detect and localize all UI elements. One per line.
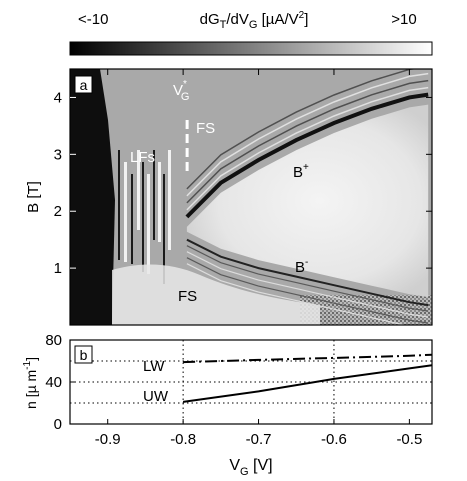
fringe-line [186, 251, 429, 318]
colorbar-min-label: <-10 [78, 11, 108, 28]
x-tick-label: -0.5 [396, 431, 422, 448]
lf-streak [124, 162, 127, 262]
lf-streak [168, 150, 171, 250]
colorbar-max-label: >10 [391, 11, 416, 28]
series-uw-line [182, 364, 432, 403]
fringe-line [186, 257, 429, 324]
lf-streak [142, 162, 144, 272]
fringe-line [186, 86, 429, 211]
x-tick-label: -0.7 [246, 431, 272, 448]
heatmap-image [70, 69, 432, 325]
lf-streak [163, 174, 165, 284]
panel-a-label: a [80, 77, 88, 93]
y-tick-label: 3 [54, 146, 62, 163]
b-plus-label: B+ [293, 162, 309, 181]
series-uw-label: UW [143, 388, 169, 405]
x-tick-label: -0.9 [95, 431, 121, 448]
panel-a-label-box [74, 75, 93, 94]
fs-lower-label: FS [178, 288, 197, 305]
colorbar-title: dGT/dVG [µA/V2] [200, 10, 309, 31]
y-tick-label: 80 [45, 332, 62, 349]
series-lw-label: LW [143, 358, 165, 375]
panel-b-label-box [74, 345, 93, 364]
panel-b-x-axis: -0.9 -0.8 -0.7 -0.6 -0.5 [95, 419, 422, 448]
lf-streak [131, 174, 133, 264]
colorbar: <-10 >10 dGT/dVG [µA/V2] [69, 10, 433, 56]
fringe-line [186, 69, 418, 190]
b-plus-curve [185, 92, 429, 219]
fringe-line [186, 79, 429, 204]
series-lw-line [183, 353, 432, 364]
fs-upper-label: FS [196, 120, 215, 137]
lfs-label: LFs [130, 149, 155, 166]
colorbar-gradient [69, 41, 433, 56]
lf-streak [158, 162, 161, 242]
fringe-line [186, 72, 429, 197]
lf-streak [118, 150, 120, 260]
panel-a-y-axis: 1 2 3 4 [54, 69, 432, 277]
panel-a-ylabel: B [T] [25, 181, 42, 213]
vg-star-label: V* G [173, 79, 189, 103]
y-tick-label: 0 [54, 416, 62, 433]
panel-b-label: b [80, 347, 88, 363]
y-tick-label: 4 [54, 89, 62, 106]
y-tick-label: 1 [54, 260, 62, 277]
fringe-line [186, 245, 429, 312]
b-minus-curve [186, 238, 429, 307]
fringe-lines [186, 69, 429, 325]
b-minus-label: B- [295, 257, 308, 276]
panel-a: a V* G FS LFs B+ B- FS 1 2 3 4 B [T] [25, 68, 433, 326]
y-tick-label: 2 [54, 203, 62, 220]
panel-b: b LW UW 0 40 80 -0.9 -0.8 -0.7 -0.6 -0.5 n [µ … [22, 332, 433, 478]
lf-streaks [118, 150, 171, 284]
lf-streak [137, 150, 140, 230]
panel-a-frame [69, 68, 433, 326]
panel-b-y-axis: 0 40 80 [45, 332, 75, 433]
x-tick-label: -0.6 [321, 431, 347, 448]
panel-b-ylabel: n [µ m-1] [22, 357, 39, 409]
panel-b-xlabel: VG [V] [229, 457, 272, 478]
lf-streak [147, 174, 150, 274]
x-tick-label: -0.8 [170, 431, 196, 448]
y-tick-label: 40 [45, 374, 62, 391]
lf-streak [153, 150, 155, 240]
fs-lobe [186, 104, 429, 298]
